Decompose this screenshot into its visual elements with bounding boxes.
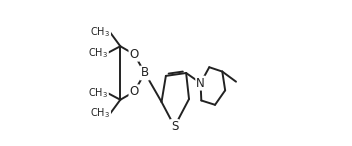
Text: O: O <box>130 85 139 98</box>
Text: N: N <box>196 77 205 90</box>
Text: S: S <box>171 120 178 133</box>
Text: O: O <box>130 48 139 61</box>
Text: $\mathregular{CH_3}$: $\mathregular{CH_3}$ <box>90 107 110 120</box>
Text: $\mathregular{CH_3}$: $\mathregular{CH_3}$ <box>88 46 108 60</box>
Text: $\mathregular{CH_3}$: $\mathregular{CH_3}$ <box>88 86 108 100</box>
Text: $\mathregular{CH_3}$: $\mathregular{CH_3}$ <box>90 26 110 39</box>
Text: B: B <box>141 66 149 80</box>
